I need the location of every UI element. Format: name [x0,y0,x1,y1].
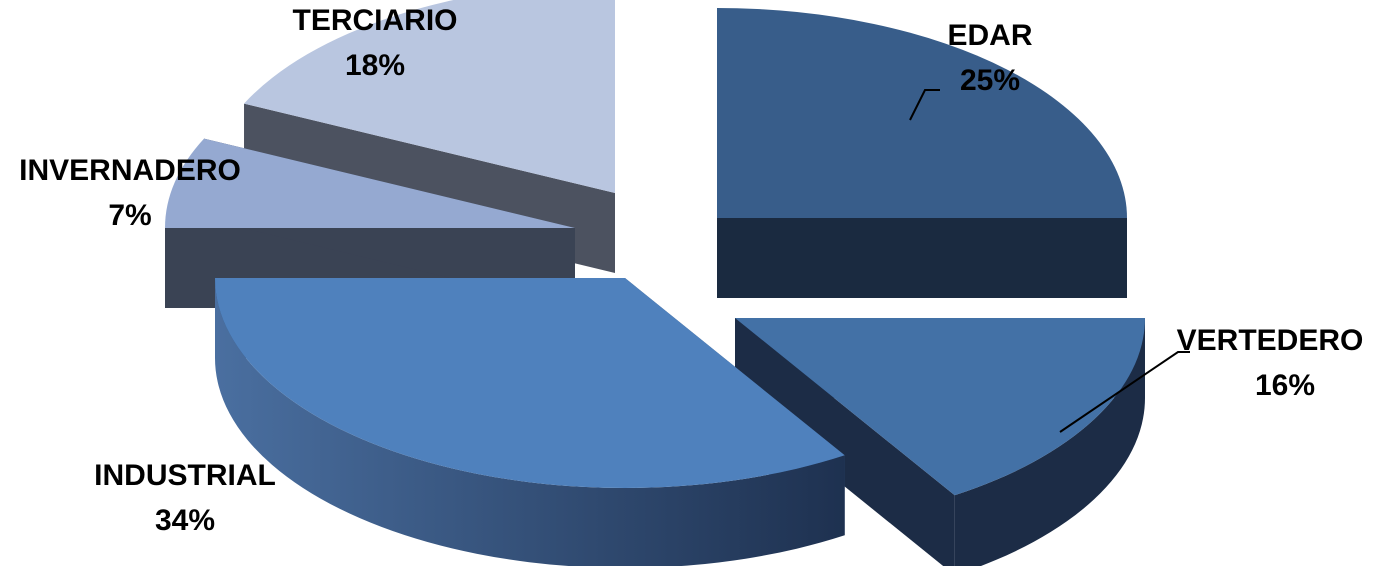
slice-value-terciario: 18% [345,49,405,82]
slice-label-vertedero: VERTEDERO [1177,324,1364,357]
slice-wall [735,318,955,566]
slice-value-vertedero: 16% [1255,369,1315,402]
slice-value-edar: 25% [960,64,1020,97]
leader-line-vertedero [1059,351,1190,433]
slice-label-invernadero: INVERNADERO [19,154,241,187]
slice-side [215,278,845,566]
slices-layer [165,0,1145,566]
slice-side [954,318,1145,566]
slice-label-terciario: TERCIARIO [293,4,458,37]
slice-top [244,0,615,193]
leader-line-edar [909,89,940,121]
slice-label-industrial: INDUSTRIAL [94,459,276,492]
slice-top [165,138,575,228]
slice-value-industrial: 34% [155,504,215,537]
leader-lines [909,89,1190,433]
slice-value-invernadero: 7% [108,199,151,232]
labels-layer: EDAR 25% VERTEDERO 16% INDUSTRIAL 34% INVERNAD… [19,4,1363,537]
slice-top [735,318,1145,496]
pie-slice-vertedero [735,318,1145,566]
pie-slice-industrial [214,278,845,566]
slice-top [717,8,1127,218]
slice-label-edar: EDAR [947,19,1032,52]
pie-slice-edar [717,8,1127,298]
slice-top [214,278,845,488]
slice-wall [717,218,1127,298]
